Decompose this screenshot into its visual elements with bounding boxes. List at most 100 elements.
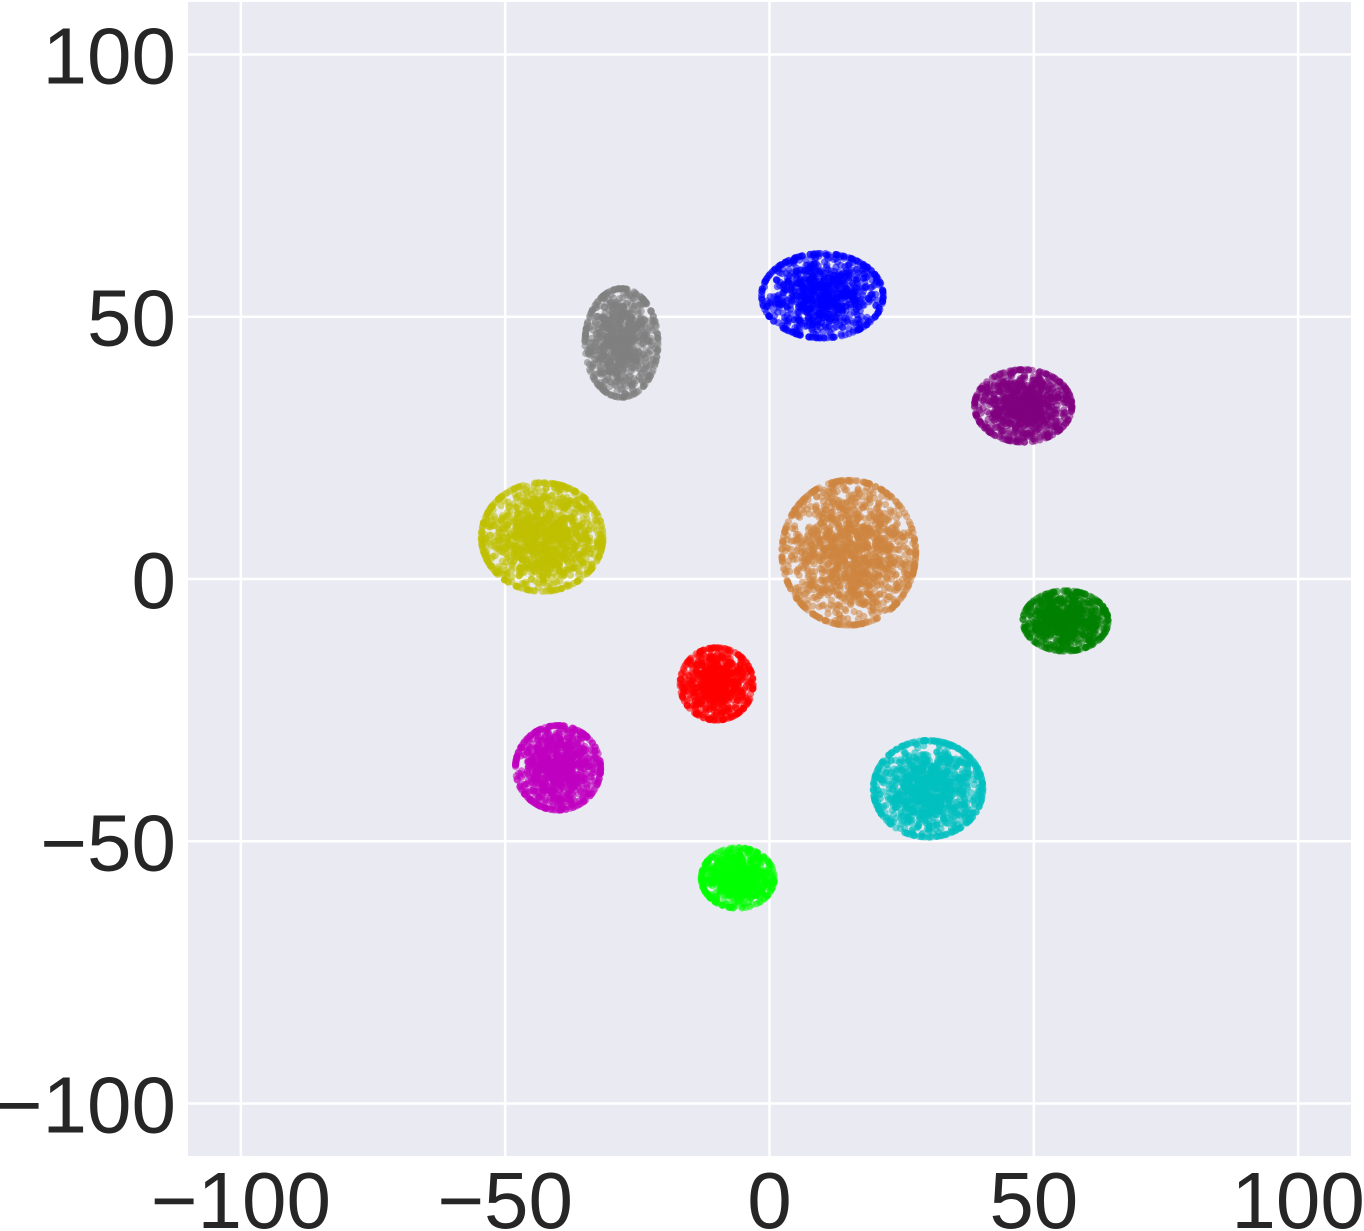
scatter-point — [887, 585, 895, 593]
scatter-point — [1038, 396, 1046, 404]
scatter-point — [878, 534, 887, 542]
scatter-point — [506, 487, 514, 495]
scatter-point — [503, 520, 511, 528]
scatter-point — [839, 324, 847, 332]
scatter-point — [654, 338, 662, 346]
scatter-point — [855, 591, 863, 599]
scatter-point — [603, 339, 611, 347]
scatter-point — [502, 558, 510, 567]
scatter-point — [641, 353, 649, 362]
scatter-point — [813, 298, 822, 306]
scatter-point — [642, 346, 650, 354]
scatter-point — [593, 313, 601, 321]
scatter-point — [976, 417, 985, 426]
scatter-point — [616, 360, 624, 368]
scatter-point — [795, 292, 804, 300]
scatter-point — [818, 493, 826, 501]
scatter-point — [843, 527, 851, 535]
scatter-point — [634, 334, 643, 342]
scatter-point — [576, 575, 584, 584]
scatter-point — [654, 345, 662, 353]
scatter-point — [545, 537, 554, 545]
scatter-point — [1012, 404, 1020, 412]
scatter-point — [847, 550, 855, 559]
scatter-point — [593, 538, 601, 546]
scatter-point — [1051, 375, 1059, 383]
scatter-point — [545, 587, 553, 595]
scatter-point — [1016, 438, 1024, 446]
scatter-point — [990, 373, 998, 381]
scatter-point — [812, 540, 820, 548]
scatter-point — [797, 252, 805, 260]
scatter-point — [866, 499, 874, 507]
scatter-point — [794, 512, 802, 520]
scatter-point — [572, 497, 580, 505]
scatter-point — [594, 380, 602, 388]
scatter-point — [784, 518, 793, 526]
scatter-point — [866, 296, 874, 304]
scatter-point — [869, 525, 878, 534]
scatter-point — [572, 531, 580, 539]
scatter-point — [562, 555, 570, 563]
scatter-point — [875, 552, 883, 560]
scatter-point — [614, 347, 623, 355]
scatter-point — [1044, 433, 1052, 441]
scatter-point — [609, 305, 617, 313]
scatter-point — [513, 549, 522, 557]
scatter-point — [556, 577, 564, 585]
scatter-point — [601, 387, 609, 396]
scatter-point — [821, 250, 830, 258]
scatter-point — [521, 557, 529, 565]
scatter-point — [866, 561, 874, 569]
scatter-point — [873, 543, 881, 551]
scatter-point — [616, 318, 625, 326]
scatter-point — [559, 525, 568, 533]
scatter-point — [872, 290, 880, 298]
scatter-point — [787, 282, 796, 290]
scatter-point — [481, 550, 489, 559]
scatter-point — [487, 504, 495, 512]
scatter-point — [1053, 406, 1061, 414]
scatter-point — [872, 599, 881, 607]
scatter-point — [887, 559, 895, 567]
scatter-point — [867, 284, 875, 292]
scatter-point — [858, 566, 866, 575]
scatter-point — [903, 512, 911, 521]
scatter-point — [835, 278, 843, 286]
scatter-point — [855, 620, 863, 629]
scatter-point — [780, 285, 788, 293]
scatter-point — [851, 498, 860, 506]
scatter-point — [900, 542, 908, 551]
scatter-point — [601, 315, 609, 323]
scatter-point — [808, 272, 817, 280]
scatter-point — [845, 497, 853, 505]
scatter-point — [908, 525, 916, 533]
scatter-point — [588, 306, 596, 314]
scatter-point — [642, 371, 651, 379]
scatter-point — [793, 595, 801, 603]
scatter-point — [805, 586, 813, 595]
scatter-point — [498, 542, 506, 550]
scatter-point — [782, 547, 790, 555]
scatter-point — [1010, 412, 1018, 420]
scatter-point — [776, 262, 784, 270]
scatter-point — [787, 310, 795, 318]
scatter-point — [797, 586, 805, 594]
scatter-point — [613, 393, 621, 401]
scatter-point — [845, 476, 853, 484]
scatter-point — [877, 485, 885, 493]
scatter-point — [592, 339, 600, 347]
scatter-point — [814, 303, 823, 312]
scatter-point — [885, 528, 893, 536]
scatter-point — [522, 539, 530, 547]
scatter-point — [582, 495, 590, 503]
scatter-point — [784, 327, 793, 335]
scatter-point — [879, 286, 887, 294]
scatter-point — [569, 580, 578, 588]
scatter-point — [615, 370, 623, 378]
scatter-point — [795, 316, 803, 324]
scatter-point — [1059, 381, 1067, 389]
scatter-point — [861, 515, 870, 523]
scatter-point — [872, 515, 880, 523]
scatter-point — [809, 550, 817, 558]
